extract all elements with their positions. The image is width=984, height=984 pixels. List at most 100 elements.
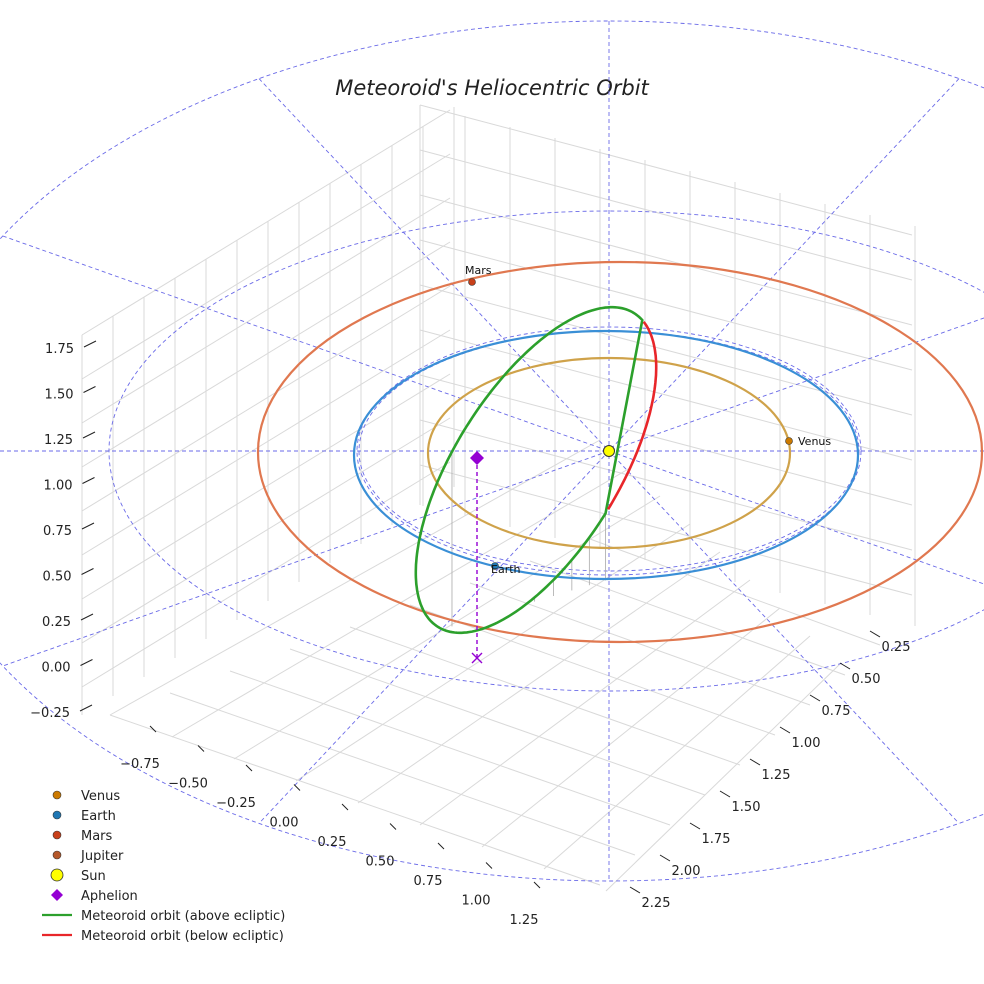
grid-line — [605, 663, 841, 892]
legend: Venus Earth Mars Jupiter Sun Aphelion Meteoroi… — [42, 789, 285, 944]
x-tick-label: 0.25 — [318, 835, 347, 850]
y-tick-label: 1.75 — [702, 832, 731, 847]
grid-line — [81, 417, 451, 644]
y-tick-mark — [659, 854, 671, 862]
y-tick-label: 2.00 — [672, 864, 701, 879]
y-tick-label: 0.75 — [822, 704, 851, 719]
y-tick-label: 2.25 — [642, 896, 671, 911]
y-tick-mark — [809, 694, 821, 702]
venus-label: Venus — [798, 435, 831, 448]
grid-line — [109, 439, 601, 716]
legend-label: Jupiter — [80, 849, 124, 864]
x-tick-mark — [485, 862, 493, 869]
z-tick-label: 0.25 — [42, 615, 71, 630]
grid-line — [81, 241, 451, 468]
grid-line — [481, 607, 781, 848]
ecliptic-guides — [0, 20, 984, 882]
x-tick-label: −0.50 — [168, 777, 208, 792]
earth-marker — [491, 562, 499, 570]
mars-marker — [468, 278, 476, 286]
x-tick-mark — [533, 881, 541, 889]
z-tick-mark — [82, 431, 96, 439]
legend-item: Jupiter — [52, 849, 124, 864]
venus-orbit — [426, 356, 792, 550]
grid-line — [589, 538, 881, 646]
y-tick-mark — [779, 726, 791, 734]
legend-swatch — [50, 868, 64, 882]
venus-marker — [785, 437, 793, 445]
legend-item: Earth — [52, 809, 116, 824]
grid-line — [109, 714, 601, 886]
z-tick-label: 0.50 — [43, 570, 72, 585]
legend-label: Sun — [81, 869, 106, 884]
legend-item: Aphelion — [51, 889, 138, 904]
z-tick-mark — [80, 659, 93, 666]
grid-line — [419, 374, 913, 506]
grid-line — [419, 239, 913, 371]
y-tick-mark — [689, 822, 701, 830]
grid-line — [543, 635, 811, 870]
earth-orbit — [352, 329, 860, 581]
z-tick-mark — [81, 568, 94, 575]
x-tick-mark — [149, 725, 157, 733]
orbits — [256, 260, 984, 644]
radial-guide — [2, 317, 984, 667]
earth-label: Earth — [491, 563, 521, 576]
x-tick-label: 0.50 — [366, 855, 395, 870]
legend-label: Meteoroid orbit (below ecliptic) — [81, 929, 284, 944]
z-tick-mark — [79, 704, 93, 712]
axis-grid — [81, 104, 916, 892]
z-tick-mark — [81, 522, 95, 530]
legend-swatch — [52, 790, 62, 800]
legend-swatch — [52, 850, 62, 860]
grid-line — [81, 329, 451, 556]
y-tick-mark — [719, 790, 731, 798]
z-tick-label: 1.25 — [44, 433, 73, 448]
z-tick-label: 0.75 — [43, 524, 72, 539]
legend-label: Aphelion — [81, 889, 138, 904]
legend-swatch — [52, 830, 62, 840]
x-tick-label: 0.00 — [270, 816, 299, 831]
grid-line — [349, 626, 741, 766]
grid-line — [419, 579, 751, 826]
y-tick-mark — [839, 662, 851, 670]
legend-label: Earth — [81, 809, 116, 824]
legend-swatch — [52, 810, 62, 820]
y-tick-mark — [629, 886, 641, 894]
z-axis-ticks: −0.25 0.00 0.25 0.50 0.75 1.00 1.25 1.50 1.75 — [30, 340, 97, 721]
legend-label: Venus — [81, 789, 120, 804]
legend-label: Meteoroid orbit (above ecliptic) — [81, 909, 285, 924]
grid-line — [81, 461, 451, 688]
z-tick-mark — [80, 613, 94, 621]
x-tick-label: −0.75 — [120, 757, 160, 772]
grid-line — [357, 551, 721, 804]
grid-line — [81, 153, 451, 380]
grid-line — [289, 648, 706, 796]
z-tick-label: 1.50 — [45, 388, 74, 403]
y-tick-label: 0.50 — [852, 672, 881, 687]
z-tick-mark — [82, 477, 95, 484]
legend-item: Meteoroid orbit (below ecliptic) — [42, 929, 284, 944]
grid-line — [529, 560, 846, 676]
x-tick-label: −0.25 — [216, 796, 256, 811]
grid-line — [81, 285, 451, 512]
legend-swatch — [51, 889, 63, 901]
mars-orbit — [256, 260, 984, 644]
meteoroid-orbit-below — [606, 321, 658, 510]
grid-line — [233, 495, 661, 760]
grid-line — [419, 419, 913, 551]
grid-line — [81, 109, 451, 336]
z-tick-mark — [83, 386, 96, 393]
legend-item: Sun — [50, 868, 106, 884]
x-tick-mark — [389, 823, 397, 830]
mars-label: Mars — [465, 264, 492, 277]
y-tick-mark — [749, 758, 761, 766]
y-tick-label: 1.50 — [732, 800, 761, 815]
grid-line — [419, 104, 913, 236]
x-tick-mark — [437, 842, 445, 850]
legend-item: Venus — [52, 789, 120, 804]
grid-line — [81, 373, 451, 600]
legend-label: Mars — [81, 829, 113, 844]
chart-title: Meteoroid's Heliocentric Orbit — [335, 76, 649, 100]
